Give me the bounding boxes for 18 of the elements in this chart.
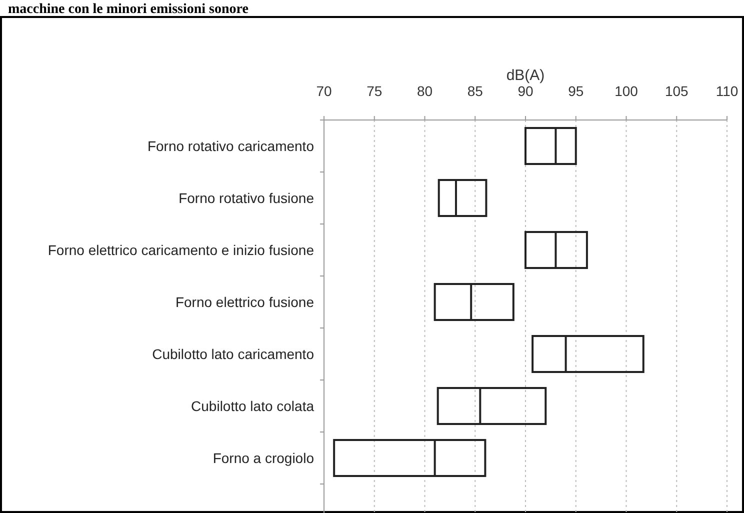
text: macchine con le minori emissioni sonore bbox=[8, 2, 248, 17]
x-tick-label: 75 bbox=[366, 83, 382, 99]
x-tick-label: 80 bbox=[416, 83, 433, 99]
y-tick-label: Forno a crogiolo bbox=[212, 450, 314, 466]
x-tick-label: 105 bbox=[664, 83, 689, 99]
y-tick-label: Cubilotto lato colata bbox=[191, 398, 314, 414]
x-axis-title: dB(A) bbox=[506, 67, 545, 84]
x-tick-label: 85 bbox=[467, 83, 484, 99]
y-tick-label: Forno rotativo caricamento bbox=[147, 138, 314, 154]
y-tick-label: Forno rotativo fusione bbox=[178, 190, 314, 206]
x-tick-label: 110 bbox=[716, 83, 738, 99]
y-tick-label: Cubilotto lato caricamento bbox=[152, 346, 314, 362]
x-tick-label: 100 bbox=[614, 83, 638, 99]
y-tick-label: Forno elettrico caricamento e inizio fusione bbox=[48, 242, 314, 258]
x-tick-label: 70 bbox=[316, 83, 332, 99]
x-tick-label: 90 bbox=[518, 83, 534, 99]
x-tick-label: 95 bbox=[568, 83, 584, 99]
y-tick-label: Forno elettrico fusione bbox=[175, 294, 314, 310]
